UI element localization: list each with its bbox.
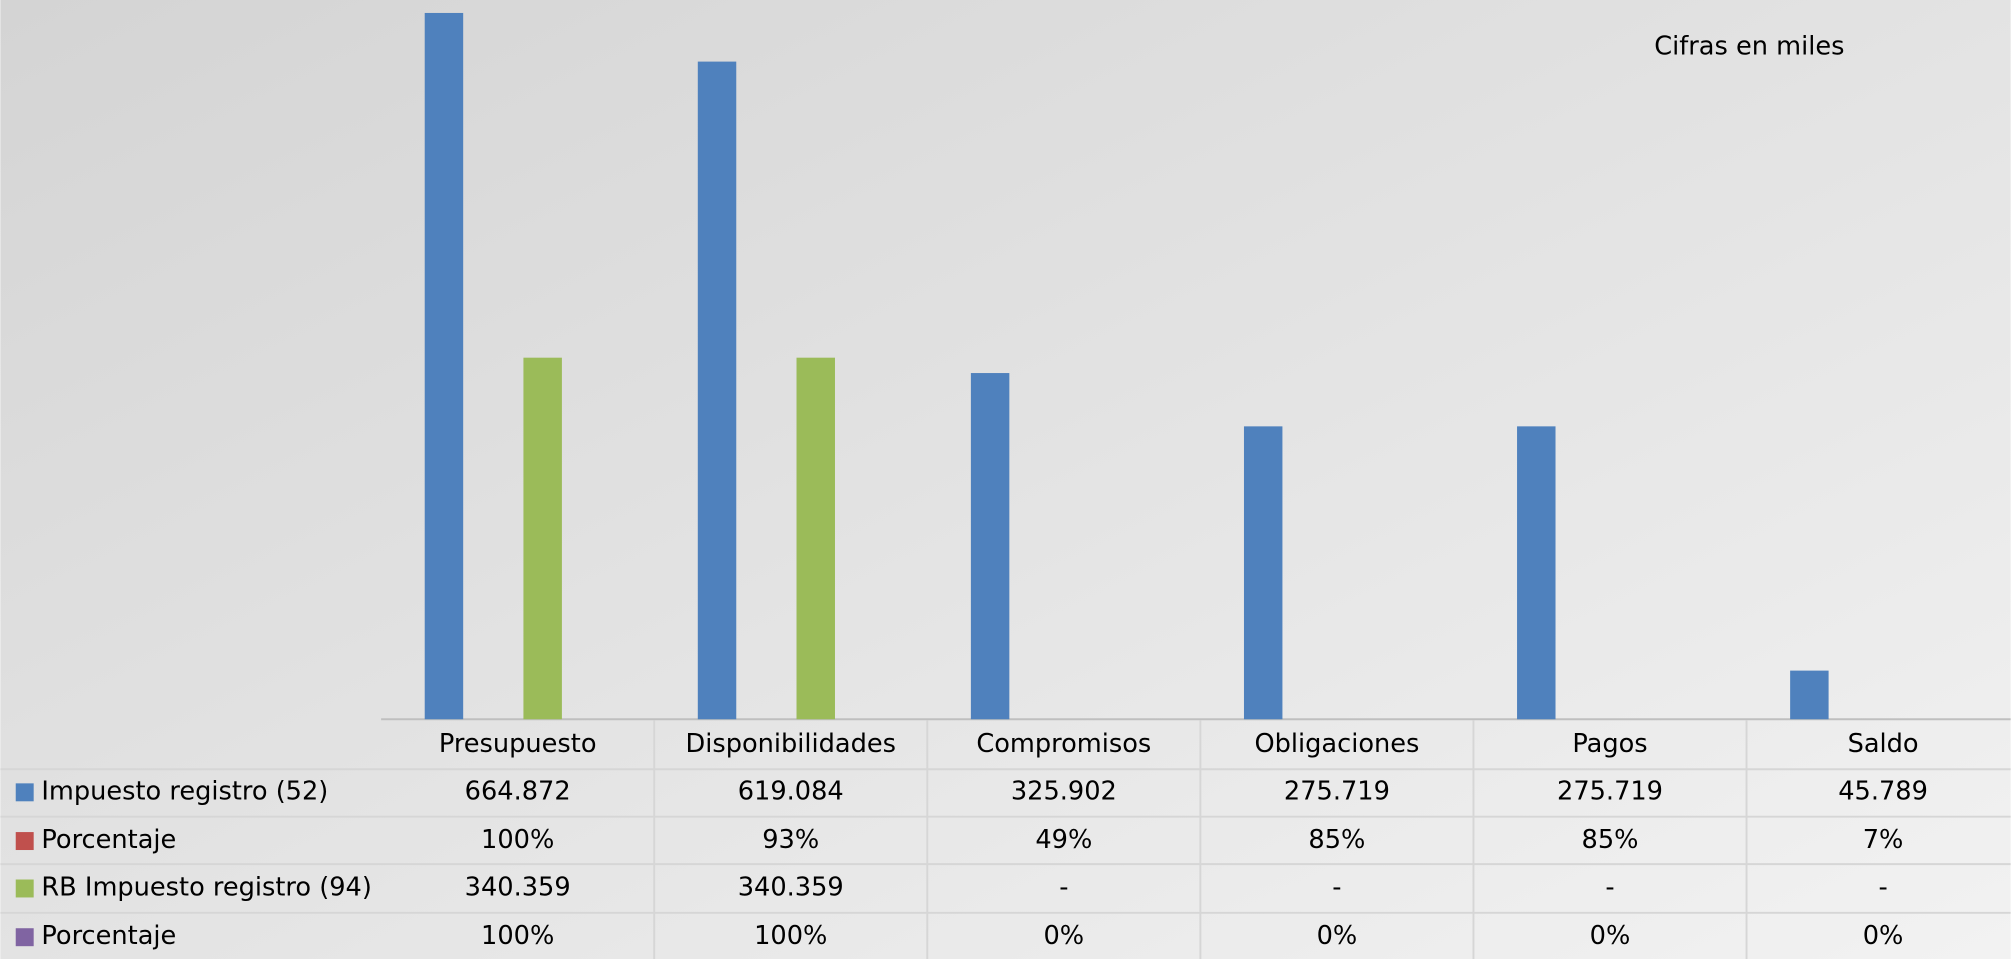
annotation: Cifras en miles <box>1654 31 1844 61</box>
table-cell: 0% <box>1044 921 1085 951</box>
legend-key <box>15 832 34 851</box>
table-cell: 275.719 <box>1284 776 1390 806</box>
bar <box>424 12 464 720</box>
table-cell: 325.902 <box>1011 776 1117 806</box>
table-cell: 45.789 <box>1838 776 1928 806</box>
x-tick-label: Disponibilidades <box>686 729 896 759</box>
table-cell: 100% <box>481 921 554 951</box>
bar <box>1517 426 1556 720</box>
legend-label: RB Impuesto registro (94) <box>41 872 371 902</box>
table-cell: 93% <box>762 825 819 855</box>
bar <box>697 61 737 720</box>
x-tick-label: Presupuesto <box>439 729 597 759</box>
table-cell: 664.872 <box>465 776 571 806</box>
legend-label: Porcentaje <box>41 825 176 855</box>
table-cell: 619.084 <box>738 776 844 806</box>
legend-key <box>15 928 34 947</box>
bar <box>970 373 1010 720</box>
table-cell: - <box>1605 872 1614 902</box>
x-tick-label: Obligaciones <box>1254 729 1419 759</box>
table-cell: 100% <box>481 825 554 855</box>
bar <box>796 357 835 720</box>
legend-key <box>15 783 34 802</box>
table-cell: 100% <box>754 921 827 951</box>
table-cell: 0% <box>1863 921 1904 951</box>
legend-label: Impuesto registro (52) <box>41 776 328 806</box>
table-cell: 7% <box>1863 825 1904 855</box>
bar <box>1243 426 1283 720</box>
table-cell: 340.359 <box>738 872 844 902</box>
table-cell: - <box>1332 872 1341 902</box>
table-cell: - <box>1059 872 1068 902</box>
bar <box>523 357 562 720</box>
table-cell: - <box>1878 872 1887 902</box>
table-cell: 275.719 <box>1557 776 1663 806</box>
table-cell: 0% <box>1317 921 1358 951</box>
table-cell: 0% <box>1590 921 1631 951</box>
legend-key <box>15 879 34 898</box>
x-tick-label: Compromisos <box>976 729 1151 759</box>
table-cell: 340.359 <box>465 872 571 902</box>
x-tick-label: Saldo <box>1848 729 1919 759</box>
bar <box>1790 670 1829 720</box>
table-cell: 85% <box>1582 825 1639 855</box>
legend-label: Porcentaje <box>41 921 176 951</box>
table-cell: 85% <box>1308 825 1365 855</box>
table-cell: 49% <box>1035 825 1092 855</box>
x-tick-label: Pagos <box>1572 729 1647 759</box>
